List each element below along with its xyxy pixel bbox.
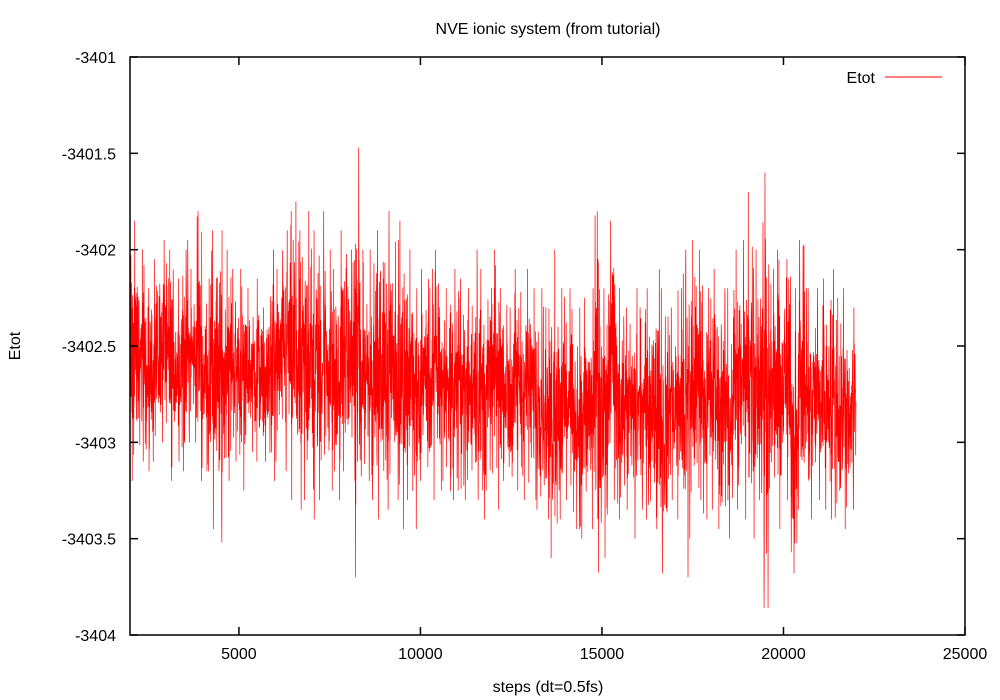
plot-frame [129, 56, 966, 636]
legend-label: Etot [847, 70, 876, 87]
x-tick-label: 10000 [398, 646, 443, 663]
chart-title: NVE ionic system (from tutorial) [436, 21, 661, 38]
x-tick-label: 5000 [221, 646, 257, 663]
x-tick-label: 15000 [580, 646, 625, 663]
y-tick-label: -3401 [75, 50, 116, 67]
y-axis-label: Etot [7, 331, 24, 360]
y-tick-label: -3402 [75, 243, 116, 260]
x-tick-label: 25000 [943, 646, 988, 663]
series-etot [129, 147, 857, 609]
y-tick-label: -3403 [75, 435, 116, 452]
series-line-etot [129, 147, 857, 609]
x-axis-label: steps (dt=0.5fs) [493, 679, 604, 696]
y-tick-label: -3403.5 [62, 532, 116, 549]
x-tick-label: 20000 [761, 646, 806, 663]
y-tick-label: -3401.5 [62, 146, 116, 163]
legend: Etot [847, 70, 942, 87]
y-tick-label: -3402.5 [62, 339, 116, 356]
y-axis: -3401 -3401.5 -3402 -3402.5 -3403 -3403.5 -340… [62, 50, 965, 645]
x-axis: 5000 10000 15000 20000 25000 [221, 57, 987, 663]
y-tick-label: -3404 [75, 628, 116, 645]
